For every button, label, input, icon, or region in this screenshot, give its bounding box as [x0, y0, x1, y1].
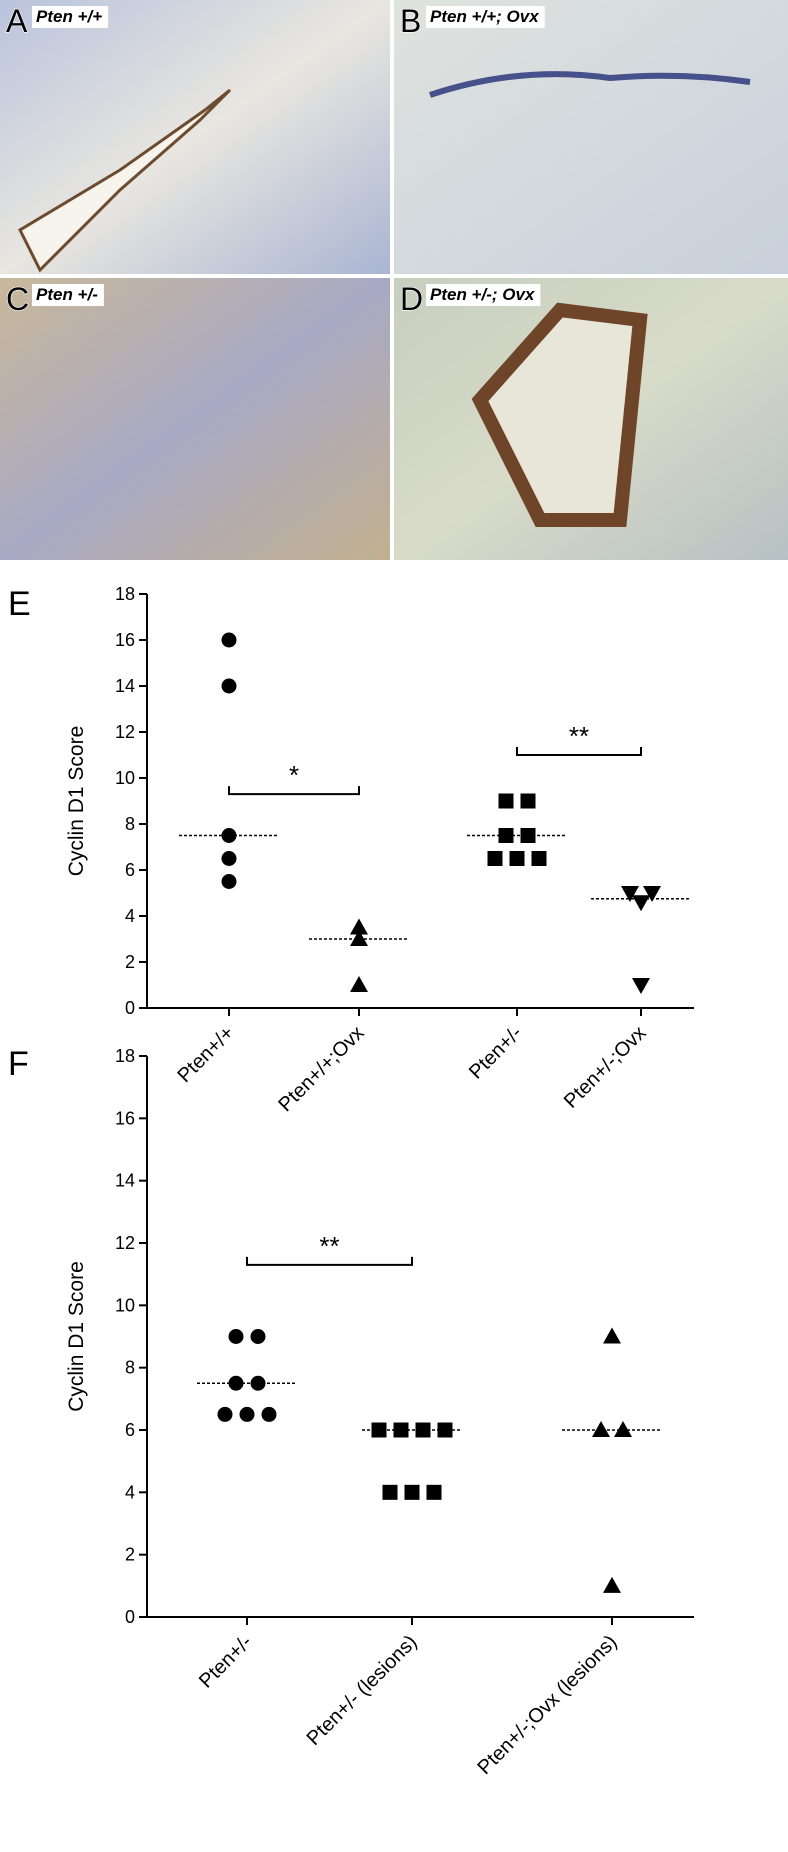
caption-box [426, 284, 541, 306]
data-point [498, 793, 514, 809]
data-point [228, 1329, 244, 1344]
data-point [239, 1406, 255, 1422]
data-point [520, 793, 536, 809]
panel-letter: F [8, 1045, 29, 1083]
epithelium [429, 71, 751, 98]
micrograph [394, 0, 788, 274]
significance-label: ** [569, 721, 589, 751]
panel-letter: B [400, 3, 421, 39]
caption-box [426, 6, 545, 28]
panel-letter: E [8, 585, 31, 623]
x-tick-label: Pten+/+ [173, 1022, 238, 1087]
data-point [509, 851, 525, 866]
micrograph [0, 278, 390, 560]
data-point [520, 828, 536, 843]
y-tick-label: 6 [125, 1420, 135, 1440]
significance-label: * [289, 760, 299, 790]
panel-caption: Pten +/+ [36, 7, 102, 26]
x-tick-label: Pten+/- [465, 1022, 527, 1084]
data-point [415, 1422, 431, 1438]
x-tick-label: Pten+/-;Ovx [560, 1022, 651, 1113]
data-point [603, 1327, 621, 1344]
data-point [531, 851, 547, 866]
data-point [350, 976, 368, 992]
data-point [250, 1329, 266, 1344]
data-point [487, 851, 503, 866]
x-tick-label: Pten+/+;Ovx [274, 1022, 368, 1116]
significance-bracket [246, 1256, 413, 1266]
y-tick-label: 14 [115, 1171, 135, 1191]
y-tick-label: 12 [115, 722, 135, 742]
data-point [632, 895, 650, 912]
y-tick-label: 6 [125, 860, 135, 880]
data-point [371, 1422, 387, 1438]
data-point [643, 886, 661, 902]
data-point [632, 978, 650, 994]
data-point [404, 1484, 420, 1500]
data-point [261, 1406, 277, 1422]
y-axis-label: Cyclin D1 Score [65, 1261, 88, 1412]
y-tick-label: 4 [125, 906, 135, 926]
significance-bracket [516, 747, 642, 756]
y-tick-label: 10 [115, 1295, 135, 1315]
y-tick-label: 16 [115, 630, 135, 650]
lumen [18, 88, 232, 273]
data-point [393, 1422, 409, 1438]
y-tick-label: 2 [125, 1545, 135, 1565]
y-tick-label: 4 [125, 1482, 135, 1502]
y-tick-label: 0 [125, 1607, 135, 1627]
data-point [614, 1421, 632, 1437]
panel-caption: Pten +/- [36, 285, 98, 304]
data-point [437, 1422, 453, 1438]
y-tick-label: 10 [115, 768, 135, 788]
y-tick-label: 18 [115, 584, 135, 604]
data-point [250, 1375, 266, 1391]
gland [471, 302, 648, 527]
panel-letter: C [6, 281, 29, 317]
x-tick-label: Pten+/- (lesions) [303, 1631, 422, 1750]
data-point [382, 1484, 398, 1500]
significance-label: ** [319, 1231, 339, 1261]
data-point [217, 1406, 233, 1422]
data-point [621, 886, 639, 902]
y-tick-label: 2 [125, 952, 135, 972]
y-tick-label: 16 [115, 1108, 135, 1128]
panel-caption: Pten +/+; Ovx [430, 7, 540, 26]
y-tick-label: 8 [125, 1358, 135, 1378]
y-tick-label: 0 [125, 998, 135, 1018]
data-point [221, 874, 237, 889]
data-point [221, 851, 237, 866]
data-point [221, 632, 237, 648]
y-axis-label: Cyclin D1 Score [65, 726, 88, 877]
data-point [350, 930, 368, 946]
data-point [221, 828, 237, 843]
panel-letter: D [400, 281, 423, 317]
data-point [228, 1375, 244, 1391]
data-point [426, 1484, 442, 1500]
caption-box [32, 284, 104, 306]
caption-box [32, 6, 109, 28]
x-tick-label: Pten+/-;Ovx (lesions) [474, 1631, 622, 1779]
x-tick-label: Pten+/- [195, 1631, 257, 1693]
y-tick-label: 18 [115, 1046, 135, 1066]
y-tick-label: 8 [125, 814, 135, 834]
y-tick-label: 14 [115, 676, 135, 696]
data-point [603, 1576, 621, 1593]
significance-bracket [228, 786, 360, 796]
data-point [350, 918, 368, 935]
y-tick-label: 12 [115, 1233, 135, 1253]
data-point [498, 828, 514, 843]
data-point [221, 678, 237, 694]
panel-caption: Pten +/-; Ovx [430, 285, 536, 304]
panel-letter: A [6, 3, 28, 39]
data-point [592, 1421, 610, 1437]
